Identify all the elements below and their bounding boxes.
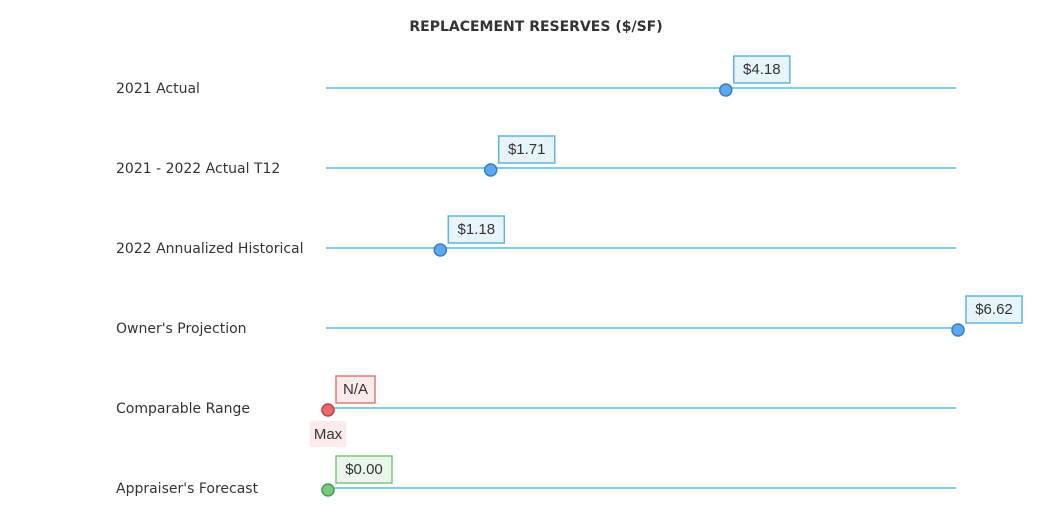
data-point[interactable] [719, 83, 733, 97]
row-label: Owner's Projection [116, 321, 247, 337]
data-point[interactable] [951, 323, 965, 337]
data-point[interactable] [321, 403, 335, 417]
value-label: $0.00 [345, 461, 383, 478]
sub-label-box [310, 421, 346, 447]
value-label: $4.18 [743, 61, 781, 78]
value-label-box [497, 135, 556, 164]
chart-row: 2022 Annualized Historical $1.18 [116, 215, 956, 257]
chart-title: REPLACEMENT RESERVES ($/SF) [409, 19, 663, 35]
value-label-box [965, 295, 1023, 324]
row-label: Comparable Range [116, 401, 250, 417]
row-label: 2021 Actual [116, 81, 200, 97]
value-label-box [733, 55, 791, 84]
data-point[interactable] [483, 163, 498, 177]
chart-row: 2021 Actual $4.18 [116, 55, 956, 97]
data-point[interactable] [433, 243, 448, 257]
chart-row: Comparable Range N/A Max [116, 375, 956, 447]
chart-row: Owner's Projection $6.62 [116, 295, 1023, 337]
value-label-box [447, 215, 506, 244]
chart-rows: 2021 Actual $4.18 2021 - 2022 Actual T12 $1… [116, 55, 1023, 497]
value-label-box [335, 375, 376, 404]
row-label: 2021 - 2022 Actual T12 [116, 161, 280, 177]
value-label: $1.71 [508, 141, 546, 158]
value-label: $6.62 [975, 301, 1013, 318]
value-label: N/A [343, 381, 368, 398]
sub-label: Max [314, 426, 343, 443]
chart-row: Appraiser's Forecast $0.00 [116, 455, 956, 497]
data-point[interactable] [321, 483, 335, 497]
row-label: 2022 Annualized Historical [116, 241, 304, 257]
chart-row: 2021 - 2022 Actual T12 $1.71 [116, 135, 956, 177]
value-label-box [335, 455, 393, 484]
row-label: Appraiser's Forecast [116, 481, 259, 497]
value-label: $1.18 [458, 221, 496, 238]
